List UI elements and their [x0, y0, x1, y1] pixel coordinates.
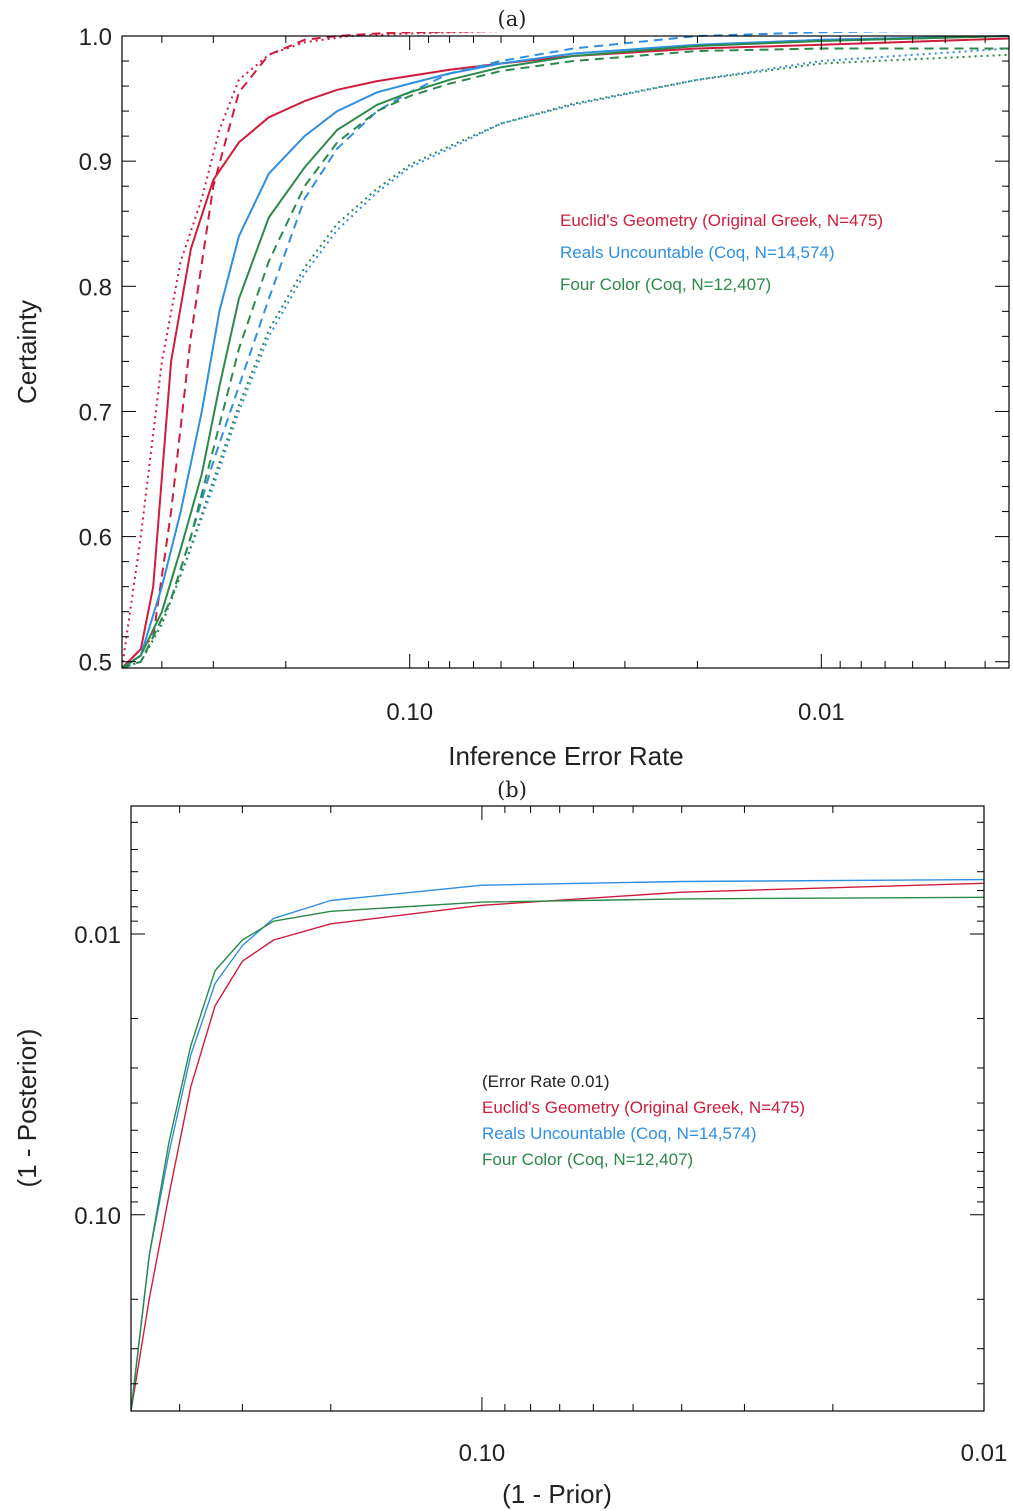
- panel-a-series-euclid-solid: [122, 37, 1009, 668]
- panel-a-y-axis-label: Certainty: [12, 300, 42, 404]
- panel-a-legend-reals: Reals Uncountable (Coq, N=14,574): [560, 243, 835, 262]
- panel-a-y-tick-label: 0.9: [79, 149, 112, 176]
- panel-a-legend-euclid: Euclid's Geometry (Original Greek, N=475…: [560, 211, 883, 230]
- panel-b-ticks: 0.10 0.01 0.10 0.01: [74, 806, 1007, 1467]
- panel-a-title: (a): [498, 7, 527, 31]
- panel-a-series-reals-dashed: [122, 32, 912, 668]
- panel-b-legend: (Error Rate 0.01) Euclid's Geometry (Ori…: [482, 1072, 805, 1169]
- panel-b-title: (b): [497, 778, 527, 802]
- panel-b-series-euclid-solid: [131, 882, 984, 1411]
- panel-b-series-fourcolor-solid: [131, 896, 984, 1411]
- panel-b-series-reals-solid: [131, 878, 984, 1411]
- panel-b-x-axis-label: (1 - Prior): [502, 1479, 612, 1509]
- panel-b-legend-euclid: Euclid's Geometry (Original Greek, N=475…: [482, 1098, 805, 1117]
- panel-a-series-fourcolor-dotted: [122, 53, 1009, 668]
- panel-a-y-tick-label: 1.0: [79, 24, 112, 51]
- panel-b-y-tick-label: 0.10: [74, 1203, 121, 1230]
- panel-b-legend-note: (Error Rate 0.01): [482, 1072, 610, 1091]
- panel-a-x-tick-label: 0.10: [386, 699, 433, 726]
- panel-a-series-euclid-dashed: [122, 32, 502, 668]
- panel-a-chart: (a) 0.10 0.01 0.5 0.6 0.7 0.8 0.9 1.0 Inference…: [12, 7, 1010, 771]
- panel-a-legend: Euclid's Geometry (Original Greek, N=475…: [560, 211, 883, 294]
- panel-a-series-euclid-dotted: [122, 32, 698, 668]
- panel-a-y-tick-label: 0.5: [79, 650, 112, 677]
- panel-b-x-tick-label: 0.10: [459, 1440, 506, 1467]
- panel-b-chart: (b) 0.10 0.01 0.10 0.01 (1 - Prior) (1 - Po…: [12, 778, 1007, 1509]
- panel-a-x-axis-label: Inference Error Rate: [448, 741, 684, 771]
- panel-a-y-tick-label: 0.7: [79, 399, 112, 426]
- panel-a-y-tick-label: 0.8: [79, 274, 112, 301]
- panel-b-plot-frame: [130, 805, 985, 1412]
- panel-a-series-reals-dotted: [122, 47, 1009, 668]
- panel-a-y-tick-label: 0.6: [79, 525, 112, 552]
- panel-a-series-group: [122, 32, 1009, 668]
- panel-a-series-fourcolor-dashed: [122, 47, 1009, 668]
- panel-b-y-axis-label: (1 - Posterior): [12, 1029, 42, 1188]
- panel-b-legend-reals: Reals Uncountable (Coq, N=14,574): [482, 1124, 757, 1143]
- panel-b-y-tick-label: 0.01: [74, 922, 121, 949]
- panel-b-legend-fourcolor: Four Color (Coq, N=12,407): [482, 1150, 693, 1169]
- panel-b-series-group: [131, 878, 984, 1411]
- panel-a-series-fourcolor-solid: [122, 35, 1009, 668]
- panel-a-ticks: 0.10 0.01 0.5 0.6 0.7 0.8 0.9 1.0: [79, 24, 1009, 726]
- panel-b-x-tick-label: 0.01: [961, 1440, 1008, 1467]
- panel-a-legend-fourcolor: Four Color (Coq, N=12,407): [560, 275, 771, 294]
- panel-a-series-reals-solid: [122, 35, 1009, 668]
- panel-a-plot-frame: [121, 35, 1010, 669]
- panel-a-x-tick-label: 0.01: [798, 699, 845, 726]
